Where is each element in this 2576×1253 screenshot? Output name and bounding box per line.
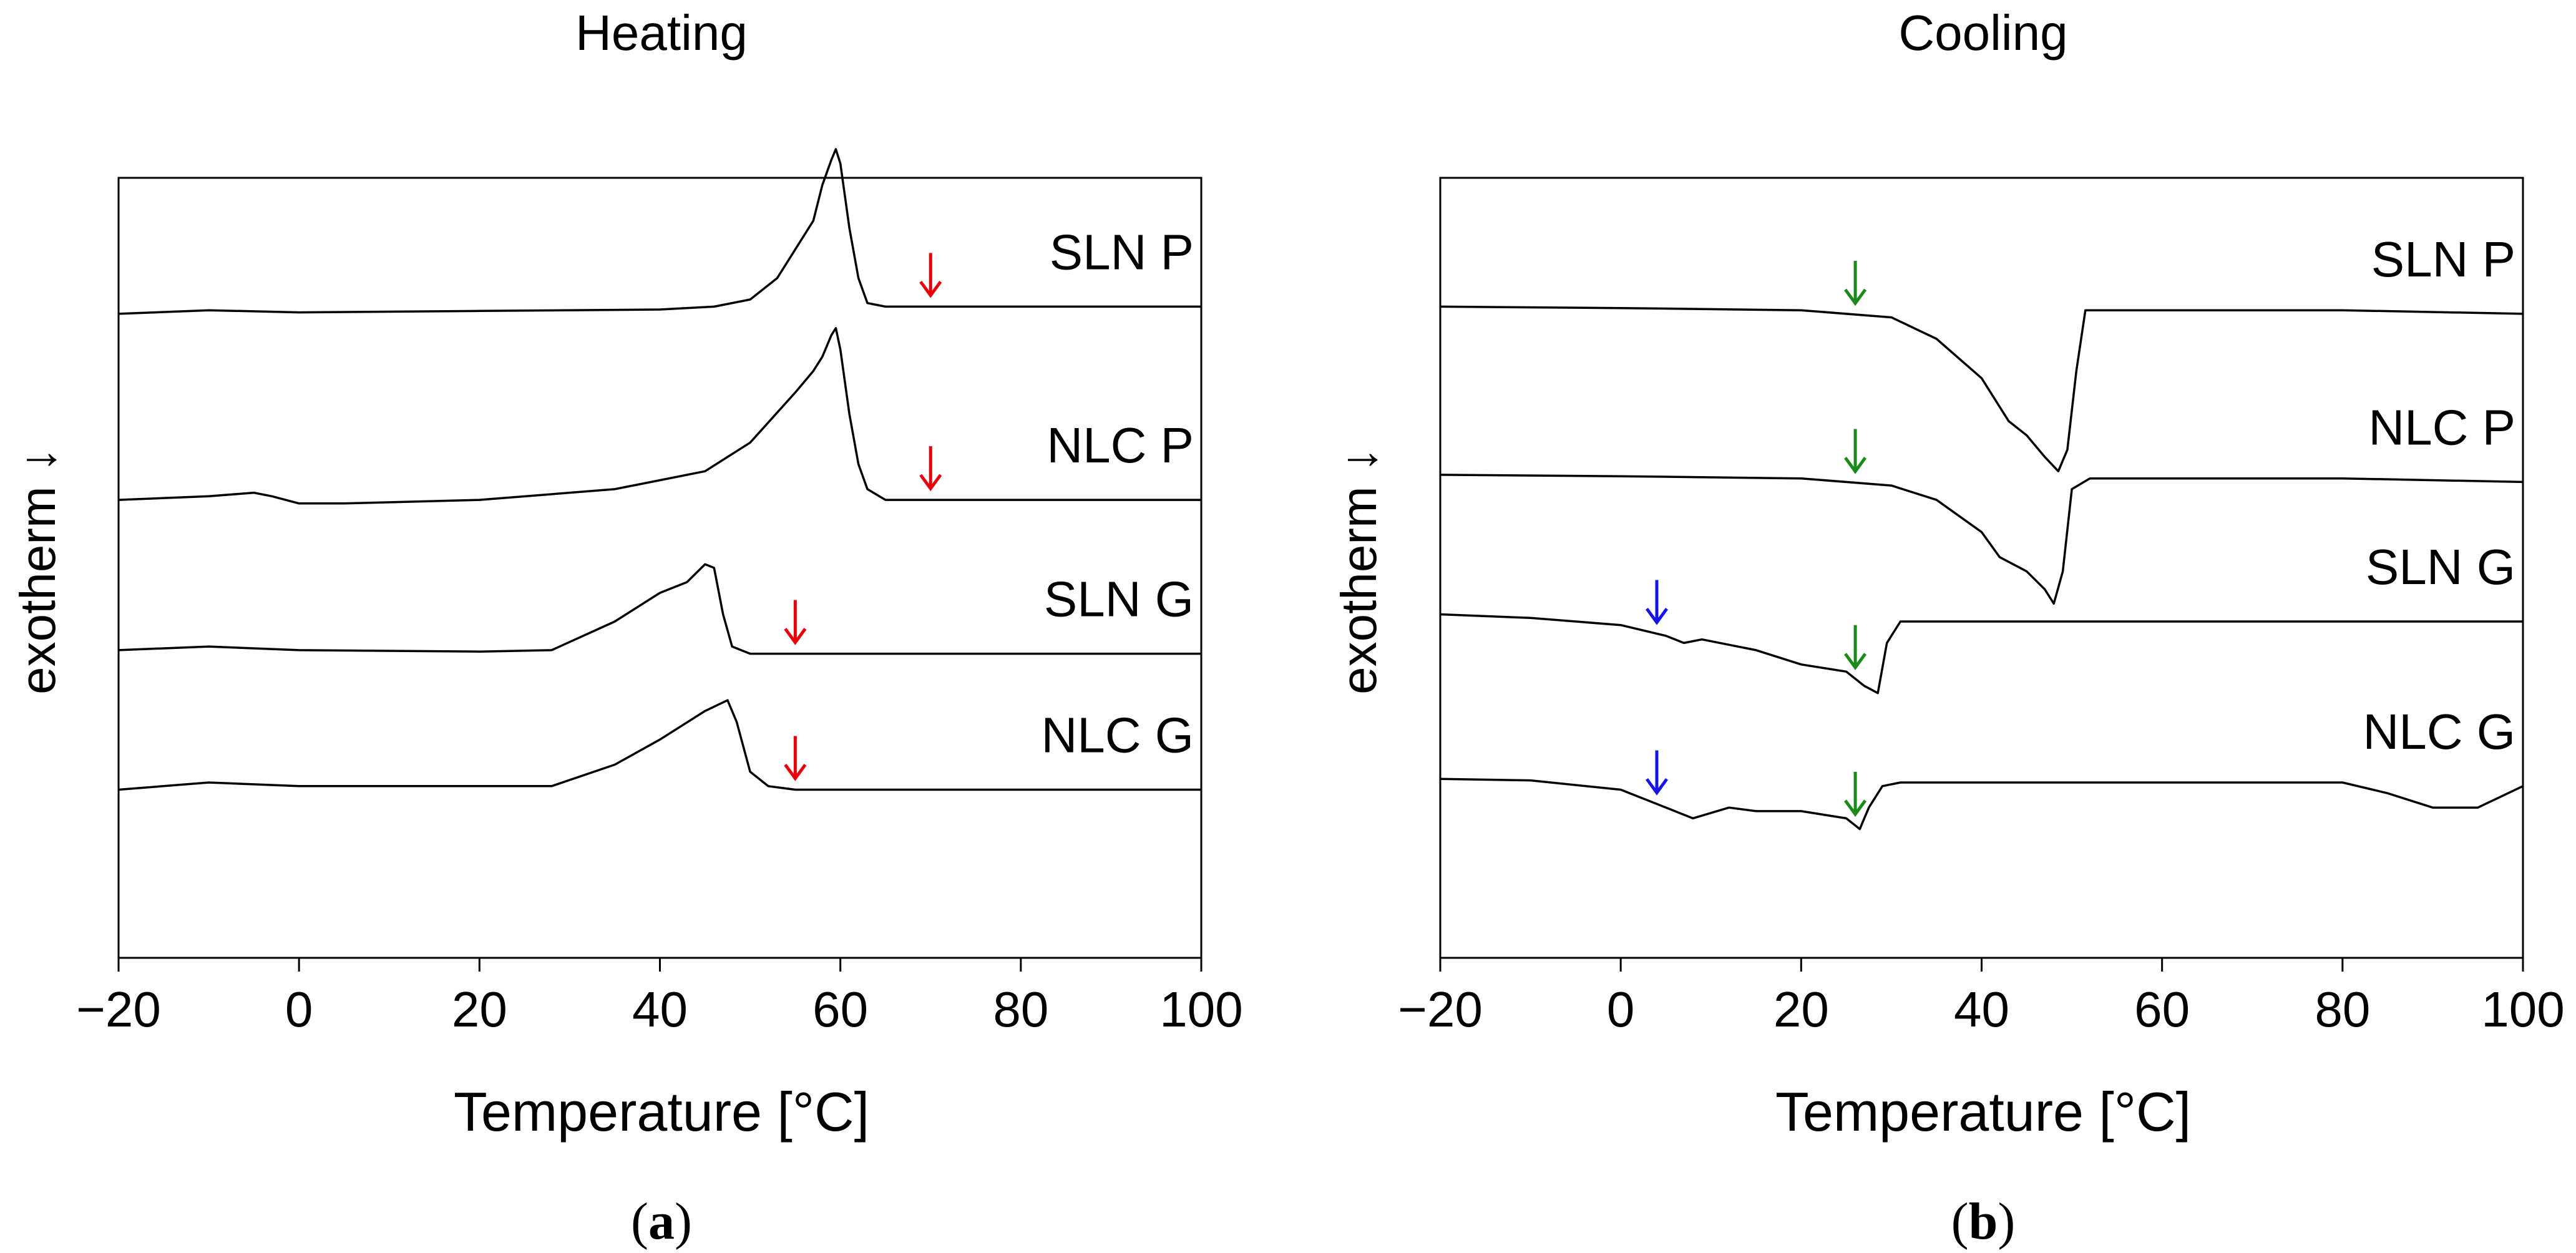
annotation-arrow-sln-g <box>1645 580 1669 625</box>
annotation-arrow-sln-g <box>784 600 807 645</box>
plot-frame <box>1439 177 2524 959</box>
arrow-head <box>919 474 942 492</box>
x-tick-label: 0 <box>1607 982 1635 1037</box>
x-tick-label: 20 <box>1773 982 1829 1037</box>
annotation-arrow-nlc-p <box>1844 429 1867 474</box>
series-label-sln-g: SLN G <box>1044 572 1194 627</box>
x-axis-label: Temperature [°C] <box>454 1081 869 1143</box>
arrow-head <box>1844 653 1867 671</box>
y-axis-label: exotherm ↓ <box>1331 447 1387 695</box>
arrow-head <box>1844 457 1867 474</box>
x-tick-label: 80 <box>993 982 1048 1037</box>
arrow-head <box>1844 799 1867 817</box>
series-line-sln-p <box>118 148 1201 315</box>
annotation-arrow-sln-g <box>1844 625 1867 671</box>
x-tick-label: 60 <box>2134 982 2190 1037</box>
arrow-head <box>1645 778 1669 796</box>
arrow-head <box>1844 288 1867 306</box>
arrow-head <box>784 628 807 645</box>
arrow-head <box>1645 608 1669 625</box>
series-line-nlc-g <box>1440 778 2524 831</box>
x-tick-label: 40 <box>632 982 688 1037</box>
x-tick-label: 100 <box>2481 982 2564 1037</box>
plot-area: −20 0 20 40 60 80 100 SLN P NLC P SLN G NLC G <box>76 148 1243 1037</box>
chart-heating: Heating −20 0 20 40 60 80 100 SLN P NLC P SLN G NL… <box>10 5 1243 1251</box>
annotation-arrow-nlc-p <box>919 446 942 492</box>
x-tick-label: 40 <box>1954 982 2009 1037</box>
series-label-nlc-g: NLC G <box>2363 704 2516 759</box>
y-axis-label: exotherm ↓ <box>10 447 66 695</box>
series-label-nlc-g: NLC G <box>1042 708 1194 763</box>
x-tick-label: −20 <box>1398 982 1483 1037</box>
annotation-arrow-nlc-g <box>1844 771 1867 817</box>
plot-area: −20 0 20 40 60 80 100 SLN P NLC P SLN G NLC G <box>1398 177 2565 1037</box>
x-tick-label: 80 <box>2315 982 2370 1037</box>
x-tick-label: 100 <box>1159 982 1242 1037</box>
plot-frame <box>117 177 1203 959</box>
panel-letter: a <box>648 1192 675 1251</box>
series-line-nlc-p <box>1440 474 2524 605</box>
series-line-nlc-g <box>118 699 1201 791</box>
series-label-nlc-p: NLC P <box>2368 399 2515 455</box>
chart-title: Heating <box>575 5 748 61</box>
chart-cooling: Cooling −20 0 20 40 60 80 100 SLN P NLC P SLN G NL… <box>1331 5 2565 1251</box>
x-tick-label: 0 <box>285 982 313 1037</box>
x-tick-label: −20 <box>76 982 161 1037</box>
series-line-nlc-p <box>118 327 1201 505</box>
panel-label: (b) <box>1951 1192 2016 1251</box>
series-line-sln-g <box>1440 613 2523 695</box>
x-tick-label: 20 <box>452 982 507 1037</box>
panel-label: (a) <box>631 1192 692 1251</box>
series-label-sln-p: SLN P <box>2371 232 2515 287</box>
panel-letter: b <box>1969 1192 1998 1251</box>
x-axis-label: Temperature [°C] <box>1775 1081 2191 1143</box>
series-label-sln-g: SLN G <box>2366 539 2515 595</box>
annotation-arrow-sln-p <box>1844 261 1867 306</box>
annotation-arrow-sln-p <box>919 253 942 298</box>
series-label-nlc-p: NLC P <box>1046 417 1194 473</box>
series-label-sln-p: SLN P <box>1050 224 1194 280</box>
annotation-arrow-nlc-g <box>1645 750 1669 796</box>
annotation-arrow-nlc-g <box>784 736 807 781</box>
series-line-sln-p <box>1440 305 2524 472</box>
series-line-sln-g <box>118 563 1201 655</box>
x-tick-label: 60 <box>812 982 868 1037</box>
chart-title: Cooling <box>1898 5 2067 61</box>
arrow-head <box>919 280 942 298</box>
arrow-head <box>784 764 807 781</box>
